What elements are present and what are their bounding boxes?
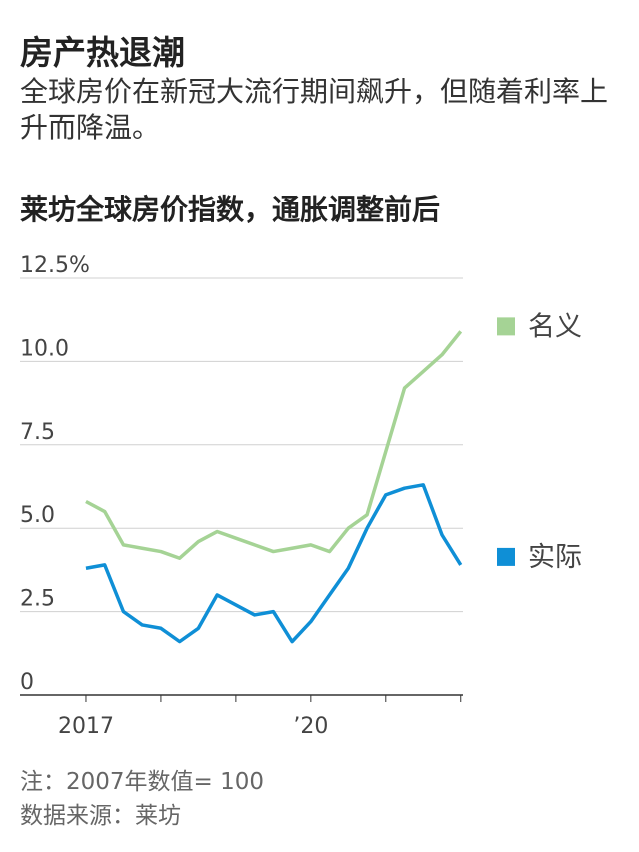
y-tick-label: 12.5% [20,253,90,278]
y-tick-label: 2.5 [20,587,55,612]
title: 房产热退潮 [20,33,185,72]
line-series [85,330,463,560]
chart-title: 莱坊全球房价指数，通胀调整前后 [20,193,441,226]
subtitle: 全球房价在新冠大流行期间飙升，但随着利率上升而降温。 [20,75,609,144]
note: 注：2007年数值= 100 [20,769,265,795]
y-tick-label: 0 [20,670,34,695]
y-tick-label: 5.0 [20,503,55,528]
x-tick-label: 2017 [58,714,114,739]
y-tick-label: 10.0 [20,336,69,361]
legend-swatch [497,317,515,336]
y-tick-label: 7.5 [20,420,55,445]
source: 数据来源：莱坊 [20,803,181,829]
line-series [85,483,463,644]
legend-label: 名义 [528,311,582,342]
x-tick-label: ’20 [293,714,328,739]
legend-label: 实际 [528,542,582,573]
legend-swatch [497,547,515,566]
